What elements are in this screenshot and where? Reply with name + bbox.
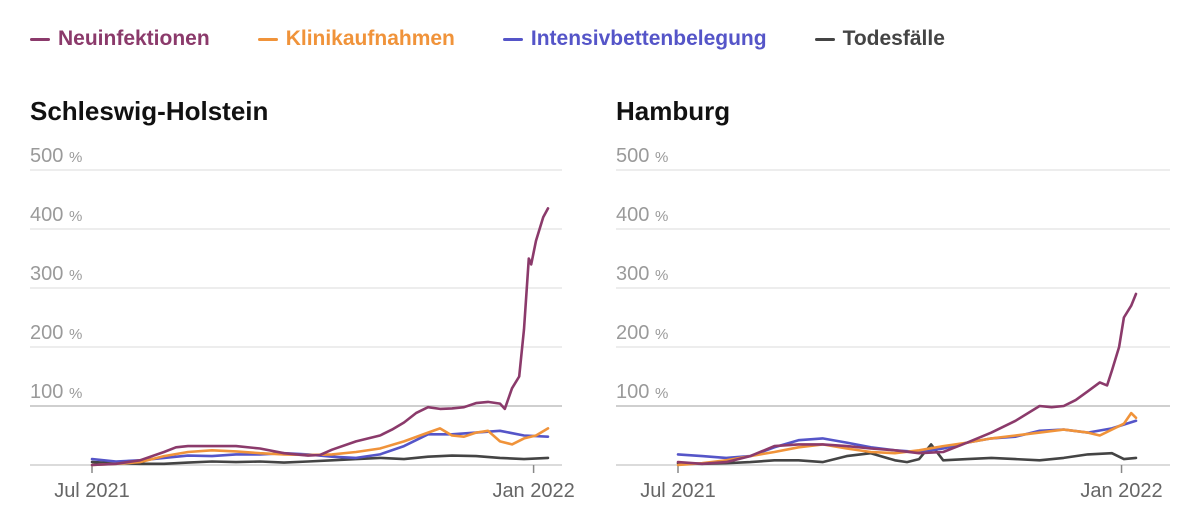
- y-tick-unit: %: [655, 385, 668, 402]
- y-tick-unit: %: [655, 208, 668, 225]
- legend-item-intensivbettenbelegung[interactable]: Intensivbettenbelegung: [502, 27, 767, 51]
- y-tick-unit: %: [69, 208, 82, 225]
- series-line-neuinfektionen: [676, 292, 1138, 466]
- y-tick-label: 400 %: [30, 204, 82, 226]
- y-tick-label: 500 %: [616, 145, 668, 167]
- legend-label: Intensivbettenbelegung: [530, 27, 767, 50]
- legend: Neuinfektionen Klinikaufnahmen Intensivb…: [30, 22, 993, 56]
- legend-item-neuinfektionen[interactable]: Neuinfektionen: [30, 27, 210, 51]
- series-line-todesfaelle: [676, 443, 1138, 466]
- y-tick-label: 300 %: [616, 263, 668, 285]
- legend-item-klinikaufnahmen[interactable]: Klinikaufnahmen: [257, 27, 455, 51]
- series-line-klinikaufnahmen: [676, 411, 1138, 467]
- chart-title-schleswig-holstein: Schleswig-Holstein: [30, 96, 269, 126]
- legend-swatch: [30, 37, 50, 41]
- legend-item-todesfaelle[interactable]: Todesfälle: [814, 27, 945, 51]
- series-line-todesfaelle: [90, 454, 550, 466]
- y-tick-label: 100 %: [616, 381, 668, 403]
- y-tick-unit: %: [69, 149, 82, 166]
- y-tick-unit: %: [69, 267, 82, 284]
- legend-swatch: [814, 37, 835, 41]
- y-tick-unit: %: [655, 149, 668, 166]
- y-tick-label: 400 %: [616, 204, 668, 226]
- y-tick-unit: %: [69, 385, 82, 402]
- series-line-klinikaufnahmen: [90, 427, 550, 467]
- legend-label: Neuinfektionen: [58, 27, 210, 50]
- y-tick-label: 200 %: [30, 322, 82, 344]
- y-tick-label: 300 %: [30, 263, 82, 285]
- legend-label: Todesfälle: [842, 27, 945, 50]
- x-tick-label: Jan 2022: [492, 480, 574, 502]
- chart-title-hamburg: Hamburg: [616, 96, 731, 126]
- x-tick-label: Jul 2021: [54, 480, 130, 502]
- y-tick-label: 500 %: [30, 145, 82, 167]
- y-tick-label: 200 %: [616, 322, 668, 344]
- x-tick-label: Jul 2021: [640, 480, 716, 502]
- series-line-neuinfektionen: [90, 207, 550, 467]
- legend-label: Klinikaufnahmen: [285, 27, 455, 50]
- legend-swatch: [502, 37, 523, 41]
- legend-swatch: [257, 37, 278, 41]
- x-tick-label: Jan 2022: [1080, 480, 1162, 502]
- y-tick-label: 100 %: [30, 381, 82, 403]
- chart-hamburg: 100 % 200 % 300 % 400 % 500 % Jul 2021 Jan 202…: [616, 145, 1170, 502]
- y-tick-unit: %: [69, 326, 82, 343]
- chart-schleswig-holstein: 100 % 200 % 300 % 400 % 500 % Jul 2021 Jan 202…: [30, 145, 575, 502]
- y-tick-unit: %: [655, 326, 668, 343]
- y-tick-unit: %: [655, 267, 668, 284]
